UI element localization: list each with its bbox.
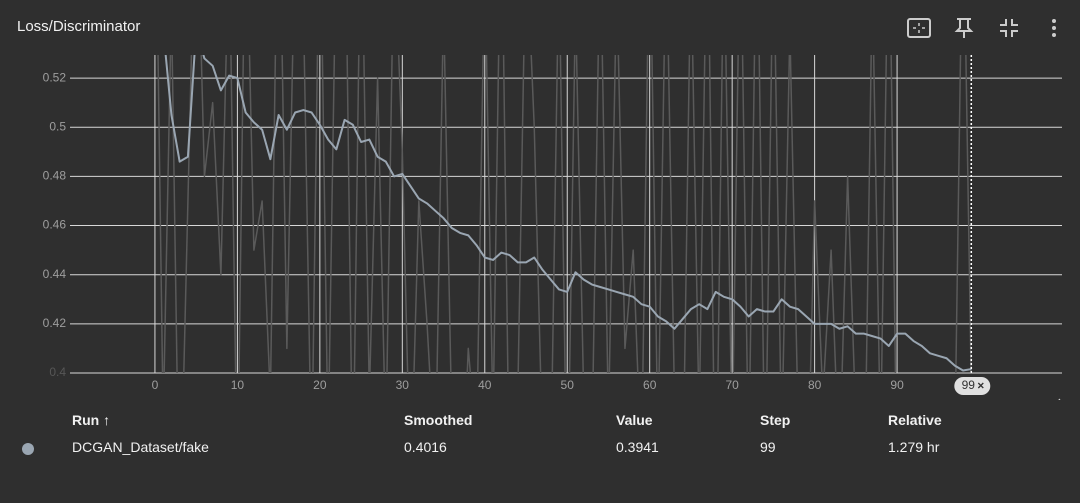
- x-tick-label: 70: [725, 378, 739, 392]
- pin-button[interactable]: [953, 16, 975, 40]
- y-tick-label: 0.46: [43, 218, 67, 232]
- x-tick-label: 90: [890, 378, 904, 392]
- collapse-button[interactable]: [998, 16, 1020, 40]
- series-line: [164, 55, 972, 372]
- y-tick-label: 0.4: [49, 365, 66, 379]
- chart: 0 10 20 30 40 50 60 70 80 90 0.4 0.42 0.44 0.46 0.48 0.…: [43, 55, 1062, 400]
- smoothed-value: 0.4016: [404, 439, 447, 455]
- resize-handle[interactable]: [1054, 398, 1061, 400]
- x-tick-label: 80: [808, 378, 822, 392]
- x-tick-label: 0: [152, 378, 159, 392]
- column-header[interactable]: Step: [760, 412, 791, 428]
- more-button[interactable]: [1048, 16, 1060, 40]
- series-line: [157, 55, 972, 373]
- column-header[interactable]: Value: [616, 412, 653, 428]
- y-tick-label: 0.52: [43, 70, 67, 84]
- x-tick-label: 40: [478, 378, 492, 392]
- step-badge: [954, 377, 991, 395]
- fit-domain-button[interactable]: [906, 16, 932, 40]
- x-tick-label: 10: [231, 378, 245, 392]
- card-title: Loss/Discriminator: [17, 18, 141, 35]
- run-color-dot: [22, 443, 34, 455]
- y-tick-label: 0.5: [49, 119, 66, 133]
- plot-area: [70, 55, 1062, 373]
- y-tick-label: 0.42: [43, 316, 67, 330]
- step: 99: [760, 439, 776, 455]
- series-group: [157, 55, 972, 373]
- x-tick-label: 60: [643, 378, 657, 392]
- y-tick-label: 0.48: [43, 169, 67, 183]
- step-badge-close: [977, 382, 984, 389]
- relative-time: 1.279 hr: [888, 439, 940, 455]
- x-tick-label: 30: [396, 378, 410, 392]
- x-tick-label: 20: [313, 378, 327, 392]
- x-tick-label: 50: [561, 378, 575, 392]
- run-name: DCGAN_Dataset/fake: [72, 439, 209, 455]
- column-header[interactable]: Relative: [888, 412, 942, 428]
- step-badge-label: 99: [962, 378, 976, 392]
- column-header[interactable]: Smoothed: [404, 412, 473, 428]
- raw-value: 0.3941: [616, 439, 659, 455]
- y-tick-label: 0.44: [43, 267, 67, 281]
- column-header[interactable]: Run ↑: [72, 412, 111, 428]
